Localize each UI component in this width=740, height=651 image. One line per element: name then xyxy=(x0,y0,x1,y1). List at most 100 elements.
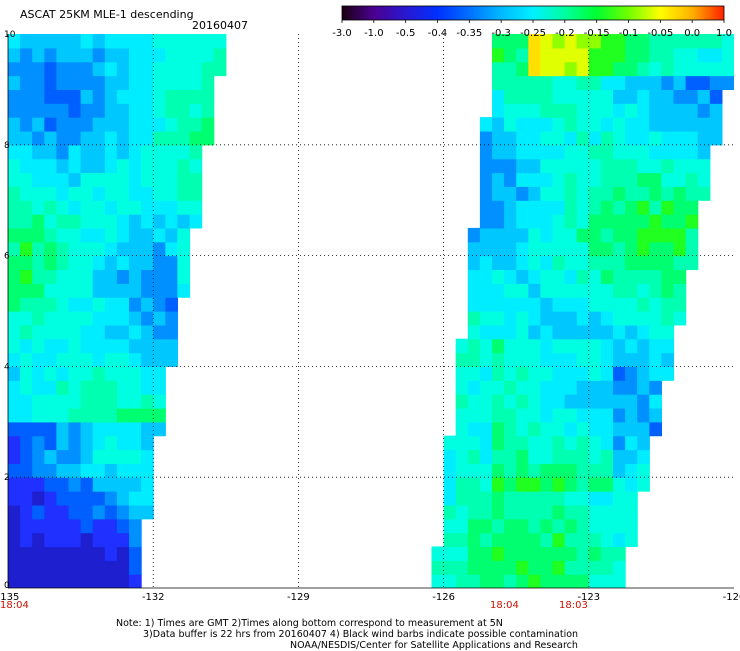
swath-pixel xyxy=(600,324,614,340)
swath-pixel xyxy=(104,477,118,492)
swath-pixel xyxy=(80,144,94,160)
swath-pixel xyxy=(613,158,626,174)
swath-pixel xyxy=(516,283,529,298)
swath-pixel xyxy=(104,311,118,326)
swath-pixel xyxy=(177,144,191,160)
swath-pixel xyxy=(153,241,166,257)
swath-pixel xyxy=(8,477,21,492)
swath-pixel xyxy=(141,421,154,437)
swath-pixel xyxy=(443,504,457,520)
swath-pixel xyxy=(613,311,626,326)
swath-pixel xyxy=(600,504,614,520)
swath-pixel xyxy=(564,47,578,63)
colorbar-label: -0.05 xyxy=(647,28,673,39)
swath-pixel xyxy=(68,380,82,395)
swath-pixel xyxy=(516,574,529,588)
swath-pixel xyxy=(56,352,70,367)
swath-pixel xyxy=(479,130,493,146)
swath-pixel xyxy=(516,34,529,49)
swath-pixel xyxy=(625,89,638,104)
swath-pixel xyxy=(564,144,578,160)
swath-pixel xyxy=(504,103,517,118)
swath-pixel xyxy=(673,269,687,284)
swath-pixel xyxy=(8,103,21,118)
swath-pixel xyxy=(116,103,130,118)
swath-pixel xyxy=(177,186,191,201)
swath-pixel xyxy=(32,352,45,367)
swath-pixel xyxy=(516,518,529,534)
swath-pixel xyxy=(492,75,505,90)
swath-pixel xyxy=(661,241,675,257)
swath-pixel xyxy=(600,186,614,201)
swath-pixel xyxy=(516,144,529,160)
swath-pixel xyxy=(576,103,590,118)
swath-pixel xyxy=(116,75,130,90)
swath-pixel xyxy=(613,227,626,243)
swath-pixel xyxy=(80,421,94,437)
swath-pixel xyxy=(129,560,142,575)
swath-pixel xyxy=(637,324,650,340)
swath-pixel xyxy=(613,75,626,90)
swath-pixel xyxy=(564,89,578,104)
swath-pixel xyxy=(68,103,82,118)
swath-pixel xyxy=(116,117,130,132)
swath-pixel xyxy=(455,421,469,437)
swath-east xyxy=(431,34,734,588)
swath-pixel xyxy=(92,283,106,298)
swath-pixel xyxy=(177,227,191,243)
swath-pixel xyxy=(80,214,94,229)
swath-pixel xyxy=(68,89,82,104)
swath-pixel xyxy=(673,172,687,187)
swath-pixel xyxy=(141,394,154,409)
swath-pixel xyxy=(165,89,178,104)
swath-pixel xyxy=(528,227,541,243)
swath-pixel xyxy=(44,47,57,63)
time-label-left: 18:04 xyxy=(0,600,29,611)
swath-pixel xyxy=(104,463,118,478)
swath-pixel xyxy=(116,338,130,354)
swath-pixel xyxy=(492,324,505,340)
swath-pixel xyxy=(600,560,614,575)
swath-pixel xyxy=(649,269,662,284)
swath-pixel xyxy=(600,172,614,187)
swath-pixel xyxy=(44,200,57,215)
swath-pixel xyxy=(588,214,602,229)
swath-pixel xyxy=(32,61,45,77)
swath-pixel xyxy=(576,34,590,49)
swath-pixel xyxy=(613,518,626,534)
swath-pixel xyxy=(625,61,638,77)
swath-pixel xyxy=(479,297,493,312)
swath-pixel xyxy=(613,560,626,575)
swath-pixel xyxy=(431,574,445,588)
swath-pixel xyxy=(153,283,166,298)
swath-pixel xyxy=(80,380,94,395)
swath-pixel xyxy=(92,227,106,243)
swath-pixel xyxy=(492,61,505,77)
swath-pixel xyxy=(32,200,45,215)
swath-pixel xyxy=(129,61,142,77)
swath-pixel xyxy=(649,47,662,63)
swath-pixel xyxy=(32,394,45,409)
swath-pixel xyxy=(492,283,505,298)
swath-pixel xyxy=(625,75,638,90)
swath-pixel xyxy=(613,491,626,506)
swath-pixel xyxy=(56,574,70,588)
swath-pixel xyxy=(552,421,566,437)
lon-tick-label: -123 xyxy=(577,592,600,603)
swath-pixel xyxy=(528,214,541,229)
swath-pixel xyxy=(44,269,57,284)
swath-pixel xyxy=(528,338,541,354)
swath-pixel xyxy=(685,172,699,187)
swath-pixel xyxy=(516,394,529,409)
swath-pixel xyxy=(588,311,602,326)
swath-pixel xyxy=(649,255,662,271)
swath-pixel xyxy=(92,463,106,478)
swath-pixel xyxy=(104,144,118,160)
swath-pixel xyxy=(20,380,33,395)
swath-pixel xyxy=(92,311,106,326)
swath-pixel xyxy=(492,338,505,354)
swath-pixel xyxy=(637,380,650,395)
colorbar-label: -0.3 xyxy=(491,28,511,39)
swath-pixel xyxy=(177,172,191,187)
swath-pixel xyxy=(492,560,505,575)
